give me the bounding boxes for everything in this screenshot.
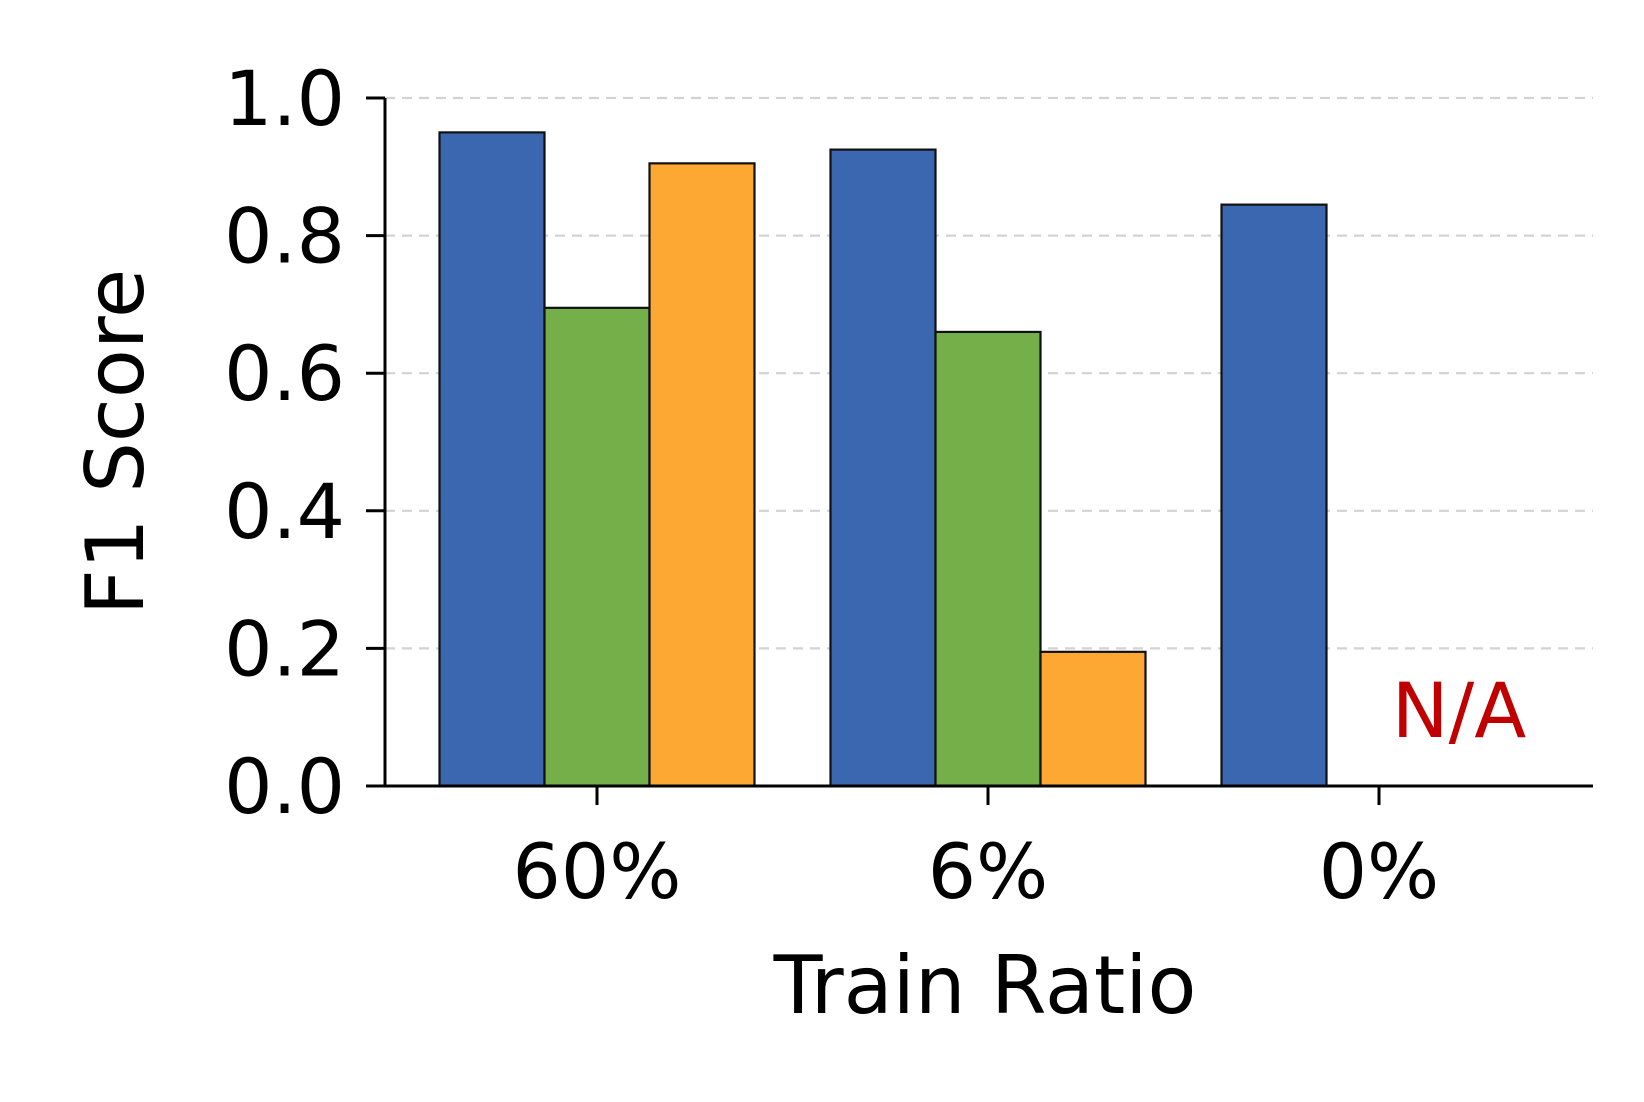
na-annotation: N/A [1392, 666, 1526, 755]
y-tick-label: 0.4 [224, 467, 345, 556]
x-tick-label: 0% [1319, 827, 1440, 916]
annotations: N/A [1392, 666, 1526, 755]
bars [438, 131, 1328, 788]
x-tick-label: 60% [513, 827, 682, 916]
y-tick-label: 0.8 [224, 192, 345, 281]
bar-6pct-series-3 [1039, 650, 1147, 788]
y-tick-label: 0.2 [224, 604, 345, 693]
y-tick-label: 0.6 [224, 329, 345, 418]
y-ticks: 0.0 0.2 0.4 0.6 0.8 1.0 [224, 54, 385, 831]
y-tick-label: 0.0 [224, 742, 345, 831]
bar-6pct-series-1 [829, 148, 937, 788]
x-axis-title: Train Ratio [773, 939, 1197, 1032]
bar-6pct-series-2 [934, 330, 1042, 788]
y-tick-label: 1.0 [224, 54, 345, 143]
bar-60pct-series-2 [543, 306, 651, 788]
bar-60pct-series-1 [438, 131, 546, 788]
y-axis-title: F1 Score [69, 269, 162, 615]
x-ticks: 60% 6% 0% [513, 786, 1440, 916]
bar-0pct-series-1 [1220, 203, 1328, 788]
bar-60pct-series-3 [648, 162, 756, 788]
x-tick-label: 6% [928, 827, 1049, 916]
